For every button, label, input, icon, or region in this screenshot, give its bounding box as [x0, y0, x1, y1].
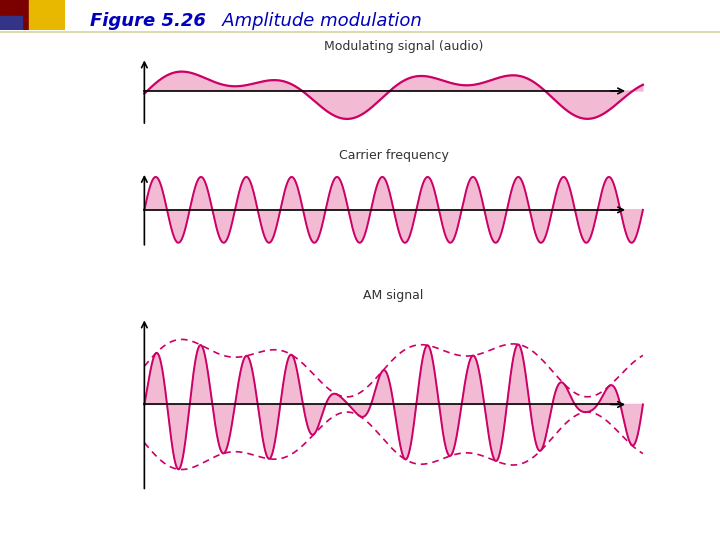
Text: Carrier frequency: Carrier frequency: [338, 149, 449, 162]
Bar: [0, 16, 22, 30]
Bar: [0, 0, 29, 30]
Text: AM signal: AM signal: [364, 289, 424, 302]
Bar: [29, 0, 65, 30]
Text: Amplitude modulation: Amplitude modulation: [205, 12, 422, 30]
Text: Modulating signal (audio): Modulating signal (audio): [324, 40, 483, 53]
Text: Figure 5.26: Figure 5.26: [90, 12, 206, 30]
